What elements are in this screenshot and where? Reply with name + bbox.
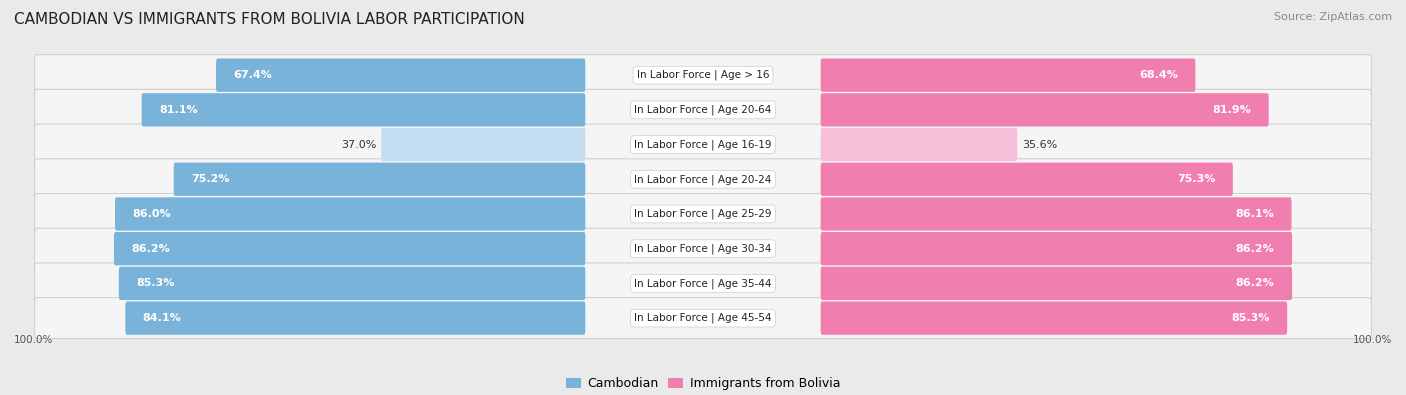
Text: 100.0%: 100.0% (14, 335, 53, 345)
FancyBboxPatch shape (821, 58, 1195, 92)
Text: 75.3%: 75.3% (1177, 174, 1215, 184)
Text: 81.9%: 81.9% (1212, 105, 1251, 115)
Text: 84.1%: 84.1% (143, 313, 181, 323)
FancyBboxPatch shape (114, 232, 585, 265)
Text: 75.2%: 75.2% (191, 174, 229, 184)
FancyBboxPatch shape (35, 228, 1371, 269)
Text: 86.1%: 86.1% (1236, 209, 1274, 219)
Text: In Labor Force | Age 25-29: In Labor Force | Age 25-29 (634, 209, 772, 219)
Text: 85.3%: 85.3% (1232, 313, 1270, 323)
Text: 86.2%: 86.2% (1236, 278, 1275, 288)
Text: In Labor Force | Age 20-64: In Labor Force | Age 20-64 (634, 105, 772, 115)
FancyBboxPatch shape (125, 301, 585, 335)
FancyBboxPatch shape (120, 267, 585, 300)
FancyBboxPatch shape (35, 89, 1371, 130)
FancyBboxPatch shape (174, 163, 585, 196)
FancyBboxPatch shape (821, 232, 1292, 265)
Text: Source: ZipAtlas.com: Source: ZipAtlas.com (1274, 12, 1392, 22)
Text: 85.3%: 85.3% (136, 278, 174, 288)
FancyBboxPatch shape (217, 58, 585, 92)
Text: 100.0%: 100.0% (1353, 335, 1392, 345)
Text: 86.2%: 86.2% (1236, 244, 1275, 254)
FancyBboxPatch shape (821, 93, 1268, 126)
FancyBboxPatch shape (35, 55, 1371, 96)
FancyBboxPatch shape (35, 194, 1371, 235)
Text: In Labor Force | Age 16-19: In Labor Force | Age 16-19 (634, 139, 772, 150)
Text: 67.4%: 67.4% (233, 70, 273, 80)
Text: 86.2%: 86.2% (131, 244, 170, 254)
Text: 81.1%: 81.1% (159, 105, 198, 115)
FancyBboxPatch shape (821, 198, 1292, 231)
Legend: Cambodian, Immigrants from Bolivia: Cambodian, Immigrants from Bolivia (561, 372, 845, 395)
FancyBboxPatch shape (381, 128, 585, 161)
FancyBboxPatch shape (35, 297, 1371, 339)
Text: In Labor Force | Age 20-24: In Labor Force | Age 20-24 (634, 174, 772, 184)
FancyBboxPatch shape (821, 163, 1233, 196)
Text: 86.0%: 86.0% (132, 209, 172, 219)
Text: In Labor Force | Age 35-44: In Labor Force | Age 35-44 (634, 278, 772, 289)
FancyBboxPatch shape (142, 93, 585, 126)
Text: 68.4%: 68.4% (1139, 70, 1178, 80)
FancyBboxPatch shape (821, 128, 1017, 161)
Text: In Labor Force | Age > 16: In Labor Force | Age > 16 (637, 70, 769, 81)
FancyBboxPatch shape (821, 301, 1286, 335)
Text: 37.0%: 37.0% (340, 139, 377, 150)
Text: 35.6%: 35.6% (1022, 139, 1057, 150)
Text: In Labor Force | Age 45-54: In Labor Force | Age 45-54 (634, 313, 772, 324)
FancyBboxPatch shape (35, 159, 1371, 200)
Text: In Labor Force | Age 30-34: In Labor Force | Age 30-34 (634, 243, 772, 254)
FancyBboxPatch shape (821, 267, 1292, 300)
FancyBboxPatch shape (35, 263, 1371, 304)
Text: CAMBODIAN VS IMMIGRANTS FROM BOLIVIA LABOR PARTICIPATION: CAMBODIAN VS IMMIGRANTS FROM BOLIVIA LAB… (14, 12, 524, 27)
FancyBboxPatch shape (35, 124, 1371, 165)
FancyBboxPatch shape (115, 198, 585, 231)
